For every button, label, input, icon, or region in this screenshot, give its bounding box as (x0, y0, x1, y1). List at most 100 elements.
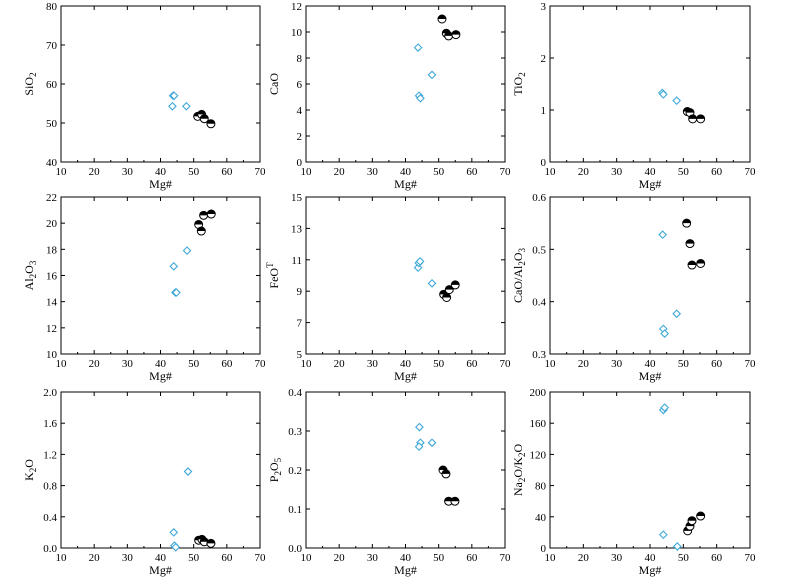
x-tick-label: 10 (301, 166, 313, 178)
plot-frame (60, 5, 261, 163)
x-axis-label: Mg# (149, 177, 172, 191)
y-tick-label: 0.8 (43, 481, 57, 493)
y-tick-label: 12 (46, 323, 57, 335)
x-tick-label: 70 (255, 552, 267, 564)
y-axis-label: TiO2​ (511, 72, 527, 95)
scatter-panel-7: 10 20 30 40 50 60 70 0.0 0.4 0.8 1.2 1.6 2.0 Mg# K2​O (22, 387, 266, 577)
diamond-point (415, 422, 424, 432)
y-tick-label: 0.5 (532, 244, 546, 256)
y-tick-label: 2.0 (43, 387, 57, 399)
half-circle-point (206, 119, 216, 129)
x-tick-label: 20 (334, 166, 346, 178)
x-tick-label: 40 (645, 552, 657, 564)
diamond-point (171, 542, 181, 552)
plot-frame (305, 5, 506, 163)
y-axis-label: SiO2​ (22, 72, 38, 95)
half-circle-point (687, 260, 697, 270)
x-axis-label: Mg# (394, 369, 417, 383)
diamond-point (658, 90, 668, 99)
y-tick-label: 6 (297, 79, 303, 91)
diamond-point (169, 261, 179, 271)
half-circle-point (206, 209, 216, 219)
scatter-panel-1: 10 20 30 40 50 60 70 40 50 60 70 80 Mg# SiO2​ (22, 1, 266, 191)
x-tick-label: 50 (678, 552, 690, 564)
x-tick-label: 10 (56, 166, 68, 178)
y-tick-label: 80 (46, 1, 58, 13)
half-circle-point (444, 285, 454, 295)
y-tick-label: 1 (541, 105, 547, 117)
x-axis-label: Mg# (394, 563, 417, 577)
half-circle-point (444, 496, 454, 506)
diamond-point (414, 442, 424, 451)
x-tick-label: 30 (122, 358, 134, 370)
diamond-point (168, 101, 177, 111)
x-tick-label: 30 (611, 166, 623, 178)
diamond-point (181, 101, 191, 111)
x-tick-label: 20 (334, 358, 346, 370)
x-tick-label: 10 (56, 358, 68, 370)
y-tick-label: 10 (291, 27, 303, 39)
plot-frame (60, 196, 261, 355)
half-circle-point (194, 219, 204, 229)
x-tick-label: 50 (433, 358, 445, 370)
half-circle-point (687, 516, 697, 526)
x-axis-label: Mg# (639, 369, 662, 383)
x-tick-label: 60 (711, 552, 723, 564)
x-tick-label: 40 (400, 166, 412, 178)
half-circle-point (696, 114, 706, 124)
x-tick-label: 40 (155, 552, 167, 564)
x-tick-label: 10 (56, 552, 68, 564)
y-tick-label: 0.4 (43, 512, 57, 524)
y-tick-label: 14 (46, 297, 58, 309)
y-tick-label: 0.4 (532, 297, 546, 309)
x-tick-label: 50 (433, 552, 445, 564)
x-tick-label: 60 (466, 166, 478, 178)
x-tick-label: 30 (367, 166, 379, 178)
y-tick-label: 80 (535, 481, 547, 493)
x-tick-label: 30 (611, 552, 623, 564)
scatter-panel-4: 10 20 30 40 50 60 70 10 12 14 16 18 20 22 Mg# Al2​O3​ (22, 192, 266, 383)
x-tick-label: 70 (500, 552, 512, 564)
y-tick-label: 3 (541, 1, 547, 13)
y-tick-label: 16 (46, 271, 58, 283)
x-tick-label: 20 (89, 358, 101, 370)
x-tick-label: 50 (188, 358, 200, 370)
half-circle-point (437, 14, 447, 24)
half-circle-point (199, 537, 209, 547)
y-axis-label: P2​O5​ (267, 457, 283, 482)
diamond-point (183, 467, 193, 476)
plot-frame (60, 391, 261, 549)
y-axis-label: Na2​O/K2​O (511, 444, 527, 497)
y-tick-label: 12 (291, 1, 302, 13)
half-circle-point (685, 239, 695, 249)
y-tick-label: 11 (291, 255, 302, 267)
y-tick-label: 1.6 (43, 418, 57, 430)
half-circle-point (688, 114, 698, 124)
y-tick-label: 2 (541, 53, 547, 65)
x-tick-label: 20 (334, 552, 346, 564)
y-tick-label: 1.2 (43, 449, 57, 461)
half-circle-point (450, 280, 460, 290)
scatter-panel-8: 10 20 30 40 50 60 70 0.0 0.1 0.2 0.3 0.4 Mg# P2​O5​ (267, 387, 511, 577)
x-tick-label: 40 (645, 358, 657, 370)
diamond-point (658, 530, 668, 540)
half-circle-point (682, 218, 692, 228)
x-tick-label: 70 (255, 358, 267, 370)
diamond-point (672, 96, 682, 106)
y-axis-label: K2​O (22, 459, 38, 481)
x-tick-label: 40 (400, 358, 412, 370)
x-tick-label: 60 (466, 552, 478, 564)
y-tick-label: 7 (297, 318, 303, 330)
diamond-point (413, 43, 423, 52)
x-tick-label: 50 (188, 552, 200, 564)
diamond-point (169, 528, 179, 537)
y-tick-label: 0 (297, 157, 303, 169)
x-tick-label: 70 (500, 358, 512, 370)
x-axis-label: Mg# (149, 369, 172, 383)
y-axis-label: Al2​O3​ (22, 260, 38, 290)
y-tick-label: 0 (541, 543, 547, 555)
x-tick-label: 50 (433, 166, 445, 178)
y-tick-label: 0.3 (532, 349, 546, 361)
plot-frame (549, 5, 751, 163)
y-tick-label: 22 (46, 192, 57, 204)
